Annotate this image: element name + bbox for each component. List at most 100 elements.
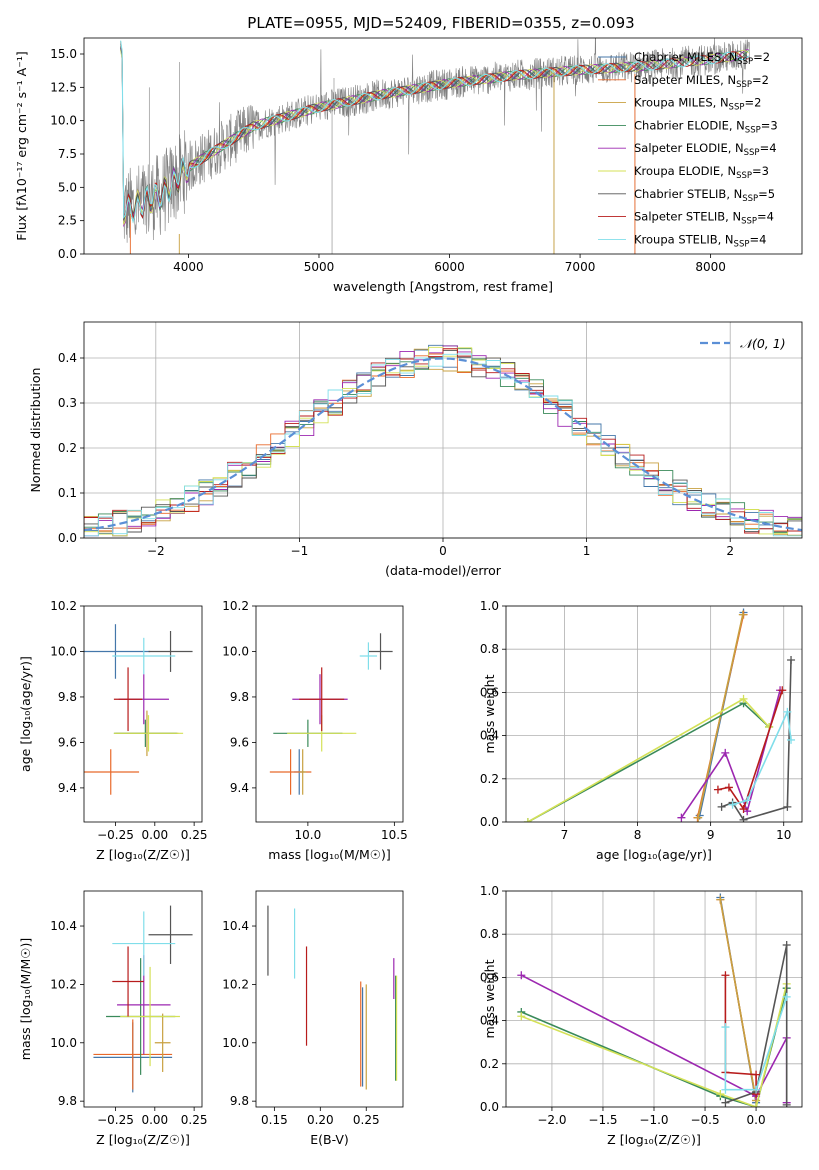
y-tick-label: 0.4 (58, 351, 77, 365)
y-tick-label: 0.0 (480, 815, 499, 829)
x-tick-label: −1 (291, 544, 309, 558)
plus-marker (717, 802, 726, 811)
legend-label: Kroupa STELIB, NSSP=4 (634, 232, 766, 249)
y-tick-label: 1.0 (480, 599, 499, 613)
y-tick-label: 0.6 (480, 685, 499, 699)
y-tick-label: 10.2 (222, 977, 249, 991)
errorbar-point (84, 749, 140, 795)
y-tick-label: 10.4 (222, 919, 249, 933)
x-tick-label: 0.15 (261, 1113, 288, 1127)
plus-marker (517, 1012, 526, 1021)
y-tick-label: 15.0 (50, 47, 77, 61)
y-tick-label: 1.0 (480, 884, 499, 898)
x-tick-label: 10.5 (381, 828, 408, 842)
plus-marker (782, 992, 791, 1001)
errorbar-point (93, 1019, 173, 1090)
errorbar-point (120, 966, 180, 1067)
model-fit-line (120, 43, 749, 219)
axes-mass_weight_vs_age: 7 8 9 10 0.0 0.2 0.4 0.6 0.8 1.0 age [log₁₀(age/yr… (480, 599, 802, 862)
errorbar-point (112, 911, 176, 976)
errorbar-plot (269, 633, 393, 795)
legend-label: Chabrier MILES, NSSP=2 (634, 50, 770, 67)
axes-frame (83, 321, 803, 539)
mass-weight-line (725, 944, 788, 1105)
residual-legend: 𝒩(0, 1) (700, 336, 786, 351)
x-tick-label: −0.25 (97, 828, 134, 842)
y-tick-label: 0.2 (480, 1057, 499, 1071)
y-axis-label: Normed distribution (28, 368, 43, 493)
legend-label: 𝒩(0, 1) (740, 336, 786, 351)
figure-title: PLATE=0955, MJD=52409, FIBERID=0355, z=0… (247, 14, 634, 32)
plus-marker (728, 800, 737, 809)
legend-label: Salpeter ELODIE, NSSP=4 (634, 141, 777, 158)
y-tick-label: 9.8 (58, 690, 77, 704)
x-tick-label: −0.25 (97, 1113, 134, 1127)
x-tick-label: 5000 (304, 260, 335, 274)
legend-label: Kroupa MILES, NSSP=2 (634, 96, 761, 113)
axes-spectrum: 4000 5000 6000 7000 8000 0.0 2.5 5.0 7.5 10.0 12.5… (14, 47, 726, 294)
axes-frame (255, 605, 404, 823)
errorbar-plot (267, 905, 398, 1090)
y-tick-label: 10.2 (222, 599, 249, 613)
errorbar-point (112, 946, 144, 1017)
axes-residuals: −2 −1 0 1 2 0.0 0.1 0.2 0.3 0.4 (data-model)/error… (28, 322, 802, 578)
plus-marker (716, 1090, 725, 1099)
x-tick-label: 1 (583, 544, 591, 558)
x-tick-label: 8 (634, 828, 642, 842)
x-axis-label: mass [log₁₀(M/M☉)] (268, 847, 390, 862)
y-tick-label: 0.8 (480, 927, 499, 941)
axes-frame (505, 605, 803, 823)
mass-weight-plot (517, 893, 791, 1107)
plus-marker (782, 1100, 791, 1107)
plus-marker (738, 610, 747, 619)
y-tick-label: 0.6 (480, 970, 499, 984)
y-tick-label: 0.4 (480, 729, 499, 743)
legend-label: Kroupa ELODIE, NSSP=3 (634, 164, 769, 181)
plus-marker (752, 1103, 761, 1107)
x-tick-label: 0.00 (141, 828, 168, 842)
y-tick-label: 0.0 (58, 247, 77, 261)
x-tick-label: 10.0 (295, 828, 322, 842)
y-tick-label: 9.8 (230, 690, 249, 704)
x-axis-label: wavelength [Angstrom, rest frame] (333, 279, 553, 294)
y-tick-label: 2.5 (58, 214, 77, 228)
y-tick-label: 9.6 (230, 735, 249, 749)
spectrum-legend: Chabrier MILES, NSSP=2 Salpeter MILES, NS… (598, 50, 778, 249)
x-tick-label: 6000 (434, 260, 465, 274)
x-tick-label: 0.25 (181, 828, 208, 842)
legend-label: Salpeter MILES, NSSP=2 (634, 73, 769, 90)
y-tick-label: 10.0 (50, 1036, 77, 1050)
plus-marker (743, 796, 752, 805)
plus-marker (739, 805, 748, 814)
plus-marker (782, 941, 791, 949)
plus-marker (787, 735, 796, 744)
plus-marker (724, 783, 733, 792)
axes-frame (505, 890, 803, 1108)
errorbar-point (84, 624, 151, 679)
errorbar-point (113, 715, 184, 752)
x-tick-label: 0 (439, 544, 447, 558)
y-tick-label: 10.4 (50, 919, 77, 933)
x-tick-label: 0.25 (181, 1113, 208, 1127)
y-tick-label: 0.3 (58, 396, 77, 410)
x-tick-label: 0.25 (353, 1113, 380, 1127)
plus-marker (523, 818, 532, 822)
axes-frame (255, 890, 404, 1108)
y-axis-label: mass [log₁₀(M/M☉)] (18, 938, 33, 1060)
plus-marker (778, 686, 787, 695)
y-tick-label: 0.2 (58, 441, 77, 455)
y-tick-label: 9.4 (230, 781, 249, 795)
y-axis-label: mass weight (482, 959, 497, 1038)
errorbar-point (368, 633, 393, 670)
y-tick-label: 7.5 (58, 147, 77, 161)
y-tick-label: 10.0 (50, 644, 77, 658)
errorbar-point (148, 631, 193, 672)
mass-weight-line (732, 708, 792, 806)
axes-mass_vs_ebv: 0.15 0.20 0.25 9.8 10.0 10.2 10.4 E(B-V) (222, 919, 379, 1147)
y-tick-label: 9.8 (230, 1094, 249, 1108)
x-tick-label: 0.00 (141, 1113, 168, 1127)
mass-weight-line (719, 899, 757, 1101)
y-tick-label: 10.0 (222, 1036, 249, 1050)
model-fit-line (120, 40, 750, 224)
